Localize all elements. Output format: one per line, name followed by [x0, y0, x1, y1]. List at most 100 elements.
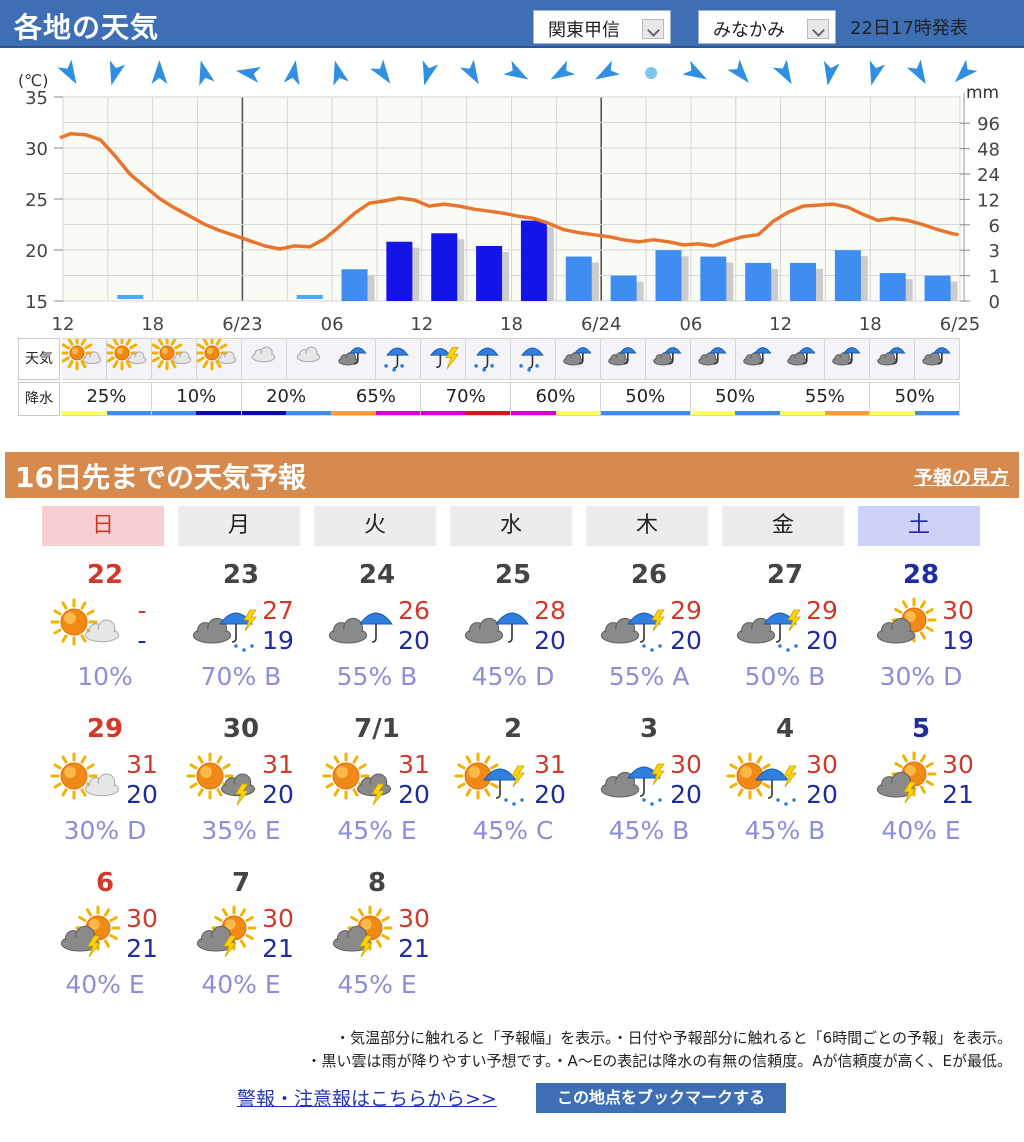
- cloudy-sunny-thunder-icon: [60, 905, 121, 958]
- wind-direction-row: [57, 59, 978, 86]
- day-forecast[interactable]: 29 31 20 30% D: [44, 714, 166, 854]
- sunny-cloudy-icon: [149, 335, 192, 371]
- rain-cloud-icon: [563, 347, 592, 366]
- day-forecast[interactable]: 3 30 20 45% B: [588, 714, 710, 854]
- cloudy-rain-thunder-icon: [736, 609, 801, 652]
- weather-cell: [331, 338, 377, 380]
- day-forecast[interactable]: 4 30 20 45% B: [724, 714, 846, 854]
- precip-bar: [700, 256, 727, 301]
- day-forecast[interactable]: 24 26 20 55% B: [316, 560, 438, 700]
- low-temp: 20: [534, 626, 566, 655]
- umbrella-icon: [519, 347, 544, 372]
- high-temp: 29: [670, 596, 702, 625]
- rain-chance: 30% D: [879, 662, 963, 691]
- day-forecast[interactable]: 8 30 21 45% E: [316, 868, 438, 1008]
- x-tick-label: 12: [769, 314, 792, 335]
- high-temp: -: [137, 596, 147, 625]
- rain-tick-label: 48: [977, 140, 1000, 161]
- rain-cloud-icon: [877, 347, 906, 366]
- thunder-rain-icon: [430, 347, 460, 369]
- pop-value: 20%: [266, 386, 307, 407]
- wind-arrow-icon: [109, 60, 126, 86]
- how-to-read-link[interactable]: 予報の見方: [913, 467, 1009, 489]
- day-date[interactable]: 6: [95, 868, 115, 898]
- page-title: 各地の天気: [14, 11, 160, 44]
- long-range-header: 16日先までの天気予報 予報の見方: [5, 452, 1019, 498]
- sunny-cloudy-icon: [194, 335, 237, 371]
- high-temp: 30: [398, 904, 430, 933]
- notes: ・気温部分に触れると「予報幅」を表示。・日付や予報部分に触れると「6時間ごとの予…: [176, 1027, 1012, 1073]
- day-date[interactable]: 8: [367, 868, 387, 898]
- day-date[interactable]: 25: [494, 560, 532, 590]
- day-forecast[interactable]: 7/1 31 20 45% E: [316, 714, 438, 854]
- day-date[interactable]: 30: [222, 714, 260, 744]
- warnings-link[interactable]: 警報・注意報はこちらから>>: [237, 1088, 497, 1110]
- day-forecast[interactable]: 6 30 21 40% E: [44, 868, 166, 1008]
- rain-chance: 45% E: [337, 816, 417, 845]
- precip-bar-trace: [117, 295, 144, 299]
- day-forecast[interactable]: 27 29 20 50% B: [724, 560, 846, 700]
- wind-arrow-icon: [57, 59, 77, 85]
- pop-cell: 50%: [870, 382, 961, 416]
- rain-tick-label: 1: [989, 267, 1000, 288]
- hourly-forecast-chart[interactable]: (℃) mm 35 30 25 20 15 96 48 24 12 6 3 1 0 12 18 6/23 06 1…: [0, 50, 1024, 340]
- day-forecast[interactable]: 26 29 20 55% A: [588, 560, 710, 700]
- low-temp: 20: [806, 780, 838, 809]
- day-date[interactable]: 4: [775, 714, 795, 744]
- day-date[interactable]: 24: [358, 560, 396, 590]
- day-forecast[interactable]: 5 30 21 40% E: [860, 714, 982, 854]
- day-date[interactable]: 29: [86, 714, 124, 744]
- pop-value: 50%: [894, 386, 935, 407]
- day-forecast[interactable]: 23 27 19 70% B: [180, 560, 302, 700]
- wind-arrow-icon: [954, 59, 978, 83]
- weekday-header: 月: [178, 506, 300, 546]
- pop-value: 60%: [535, 386, 576, 407]
- pop-cell: 55%: [780, 382, 871, 416]
- pop-color-bar: [645, 411, 690, 415]
- day-date[interactable]: 27: [766, 560, 804, 590]
- high-temp: 28: [534, 596, 566, 625]
- pop-cell: 60%: [511, 382, 601, 416]
- day-forecast[interactable]: 7 30 21 40% E: [180, 868, 302, 1008]
- pop-color-bar: [511, 411, 556, 415]
- region-select[interactable]: 関東甲信: [533, 10, 671, 44]
- wind-arrow-icon: [459, 59, 479, 85]
- low-temp: 20: [806, 626, 838, 655]
- day-forecast[interactable]: 28 30 19 30% D: [860, 560, 982, 700]
- temp-tick-label: 25: [25, 190, 48, 211]
- day-date[interactable]: 5: [911, 714, 931, 744]
- precip-bar: [341, 269, 368, 301]
- day-date[interactable]: 23: [222, 560, 260, 590]
- rain-chance: 50% B: [744, 662, 826, 691]
- day-forecast[interactable]: 30 31 20 35% E: [180, 714, 302, 854]
- day-date[interactable]: 26: [630, 560, 668, 590]
- precip-bar: [610, 275, 637, 301]
- rain-chance: 10%: [77, 662, 133, 691]
- rain-chance: 35% E: [201, 816, 281, 845]
- weather-cell: [600, 338, 646, 380]
- wind-arrow-icon: [906, 59, 926, 85]
- day-date[interactable]: 7: [231, 868, 251, 898]
- day-forecast[interactable]: 22- -10%: [44, 560, 166, 700]
- area-select[interactable]: みなかみ: [698, 10, 836, 44]
- precip-bar: [924, 275, 951, 301]
- day-date[interactable]: 28: [902, 560, 940, 590]
- sunny-cloudy-icon: [104, 335, 147, 371]
- day-date[interactable]: 2: [503, 714, 523, 744]
- rain-chance: 70% B: [200, 662, 282, 691]
- rain-cloud-icon: [697, 347, 727, 366]
- pop-cell: 20%: [241, 382, 332, 416]
- bookmark-button[interactable]: この地点をブックマークする: [536, 1083, 786, 1113]
- low-temp: 21: [126, 934, 158, 963]
- weather-cell: [735, 338, 781, 380]
- cloudy-rain-icon: [328, 612, 393, 644]
- precip-probability-row: 降水 25% 10% 20% 65% 70% 60% 50% 50% 55% 50%: [18, 382, 961, 416]
- day-date[interactable]: 3: [639, 714, 659, 744]
- day-forecast[interactable]: 2 31 20 45% C: [452, 714, 574, 854]
- x-tick-label: 12: [52, 314, 75, 335]
- rain-cloud-icon: [832, 347, 861, 366]
- day-forecast[interactable]: 25 28 20 45% D: [452, 560, 574, 700]
- day-date[interactable]: 7/1: [354, 714, 400, 744]
- precip-bar: [745, 262, 772, 301]
- day-date[interactable]: 22: [86, 560, 124, 590]
